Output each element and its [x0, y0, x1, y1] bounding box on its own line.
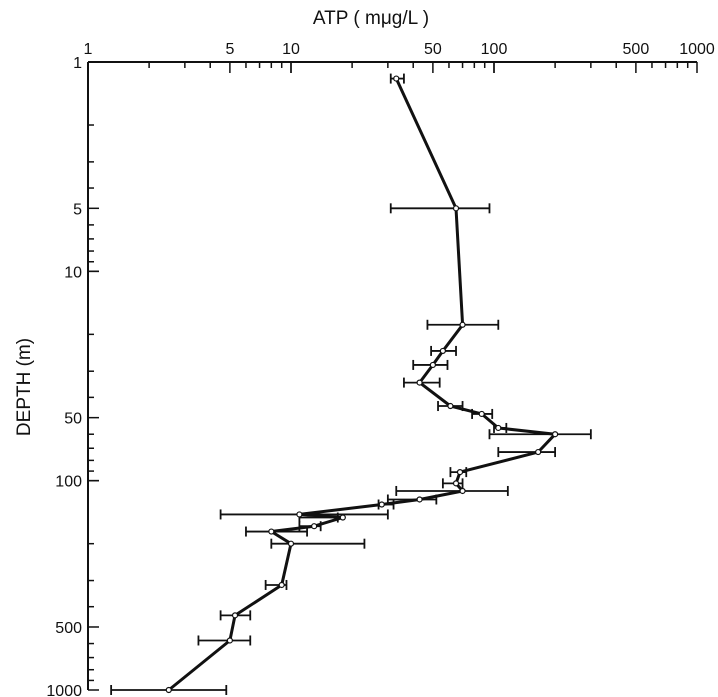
atp-profile-line — [167, 77, 557, 692]
data-point — [311, 523, 318, 530]
y-tick-label: 500 — [55, 620, 82, 637]
x-axis-title: ATP ( mμg/L ) — [313, 8, 429, 29]
y-tick-label: 10 — [64, 264, 82, 281]
x-tick-label: 50 — [424, 41, 442, 58]
x-tick-label: 1000 — [679, 41, 715, 58]
data-point — [495, 424, 502, 432]
data-point — [452, 205, 460, 212]
error-bars — [110, 73, 592, 695]
data-point — [439, 347, 446, 355]
x-tick-label: 5 — [225, 41, 234, 58]
y-tick-label: 100 — [55, 474, 82, 491]
x-tick-label: 100 — [481, 41, 508, 58]
data-point — [268, 528, 275, 535]
data-point — [452, 480, 460, 487]
data-point — [459, 321, 466, 328]
data-point — [478, 410, 485, 418]
axes — [87, 61, 697, 690]
data-point — [416, 496, 423, 503]
data-point — [231, 612, 239, 619]
y-tick-label: 50 — [64, 411, 82, 428]
data-point — [429, 361, 436, 369]
data-point — [296, 511, 303, 518]
y-tick-label: 1000 — [46, 683, 82, 697]
x-tick-label: 500 — [623, 41, 650, 58]
data-point — [456, 468, 464, 476]
y-tick-label: 5 — [73, 201, 82, 218]
y-tick-label: 1 — [73, 55, 82, 72]
data-point — [459, 487, 466, 495]
ticks — [87, 61, 698, 691]
x-tick-label: 10 — [282, 41, 300, 58]
data-point — [226, 637, 233, 644]
data-point — [393, 75, 400, 82]
data-point — [339, 514, 346, 521]
tick-labels: 1 5 10 50 100 500 1000 1 5 10 50 100 500 1000 — [46, 41, 714, 697]
data-point — [416, 379, 423, 386]
data-point — [447, 402, 454, 410]
data-point — [287, 540, 295, 547]
data-point — [165, 686, 172, 694]
atp-profile — [165, 75, 559, 694]
data-point — [535, 448, 542, 456]
x-tick-label: 1 — [84, 41, 93, 58]
data-point — [278, 581, 285, 589]
y-axis-title: DEPTH (m) — [14, 338, 35, 436]
data-point — [378, 501, 385, 508]
data-point — [552, 431, 559, 438]
